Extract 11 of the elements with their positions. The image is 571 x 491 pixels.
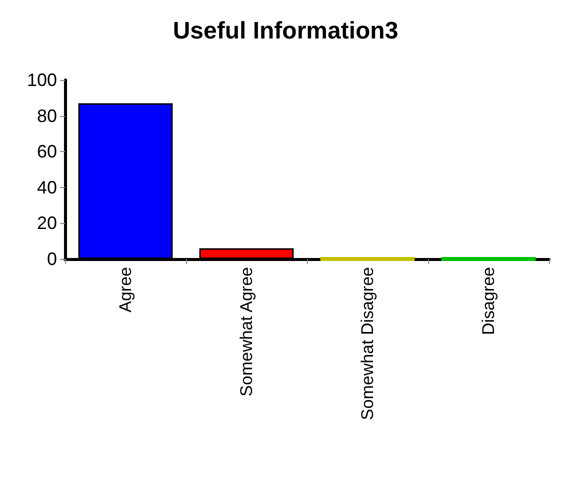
y-tick-label: 40 bbox=[36, 177, 57, 198]
y-tick-label: 80 bbox=[36, 106, 57, 126]
x-tick-label: Somewhat Disagree bbox=[358, 267, 377, 420]
y-tick-label: 60 bbox=[36, 142, 57, 162]
x-tick-label: Somewhat Agree bbox=[237, 267, 256, 396]
y-tick-label: 20 bbox=[36, 213, 57, 234]
x-tick-label: Agree bbox=[116, 267, 135, 312]
chart-title: Useful Information3 bbox=[172, 18, 398, 44]
y-tick-label: 0 bbox=[46, 249, 57, 269]
y-tick-label: 100 bbox=[26, 70, 57, 90]
x-tick-label: Disagree bbox=[479, 267, 498, 336]
